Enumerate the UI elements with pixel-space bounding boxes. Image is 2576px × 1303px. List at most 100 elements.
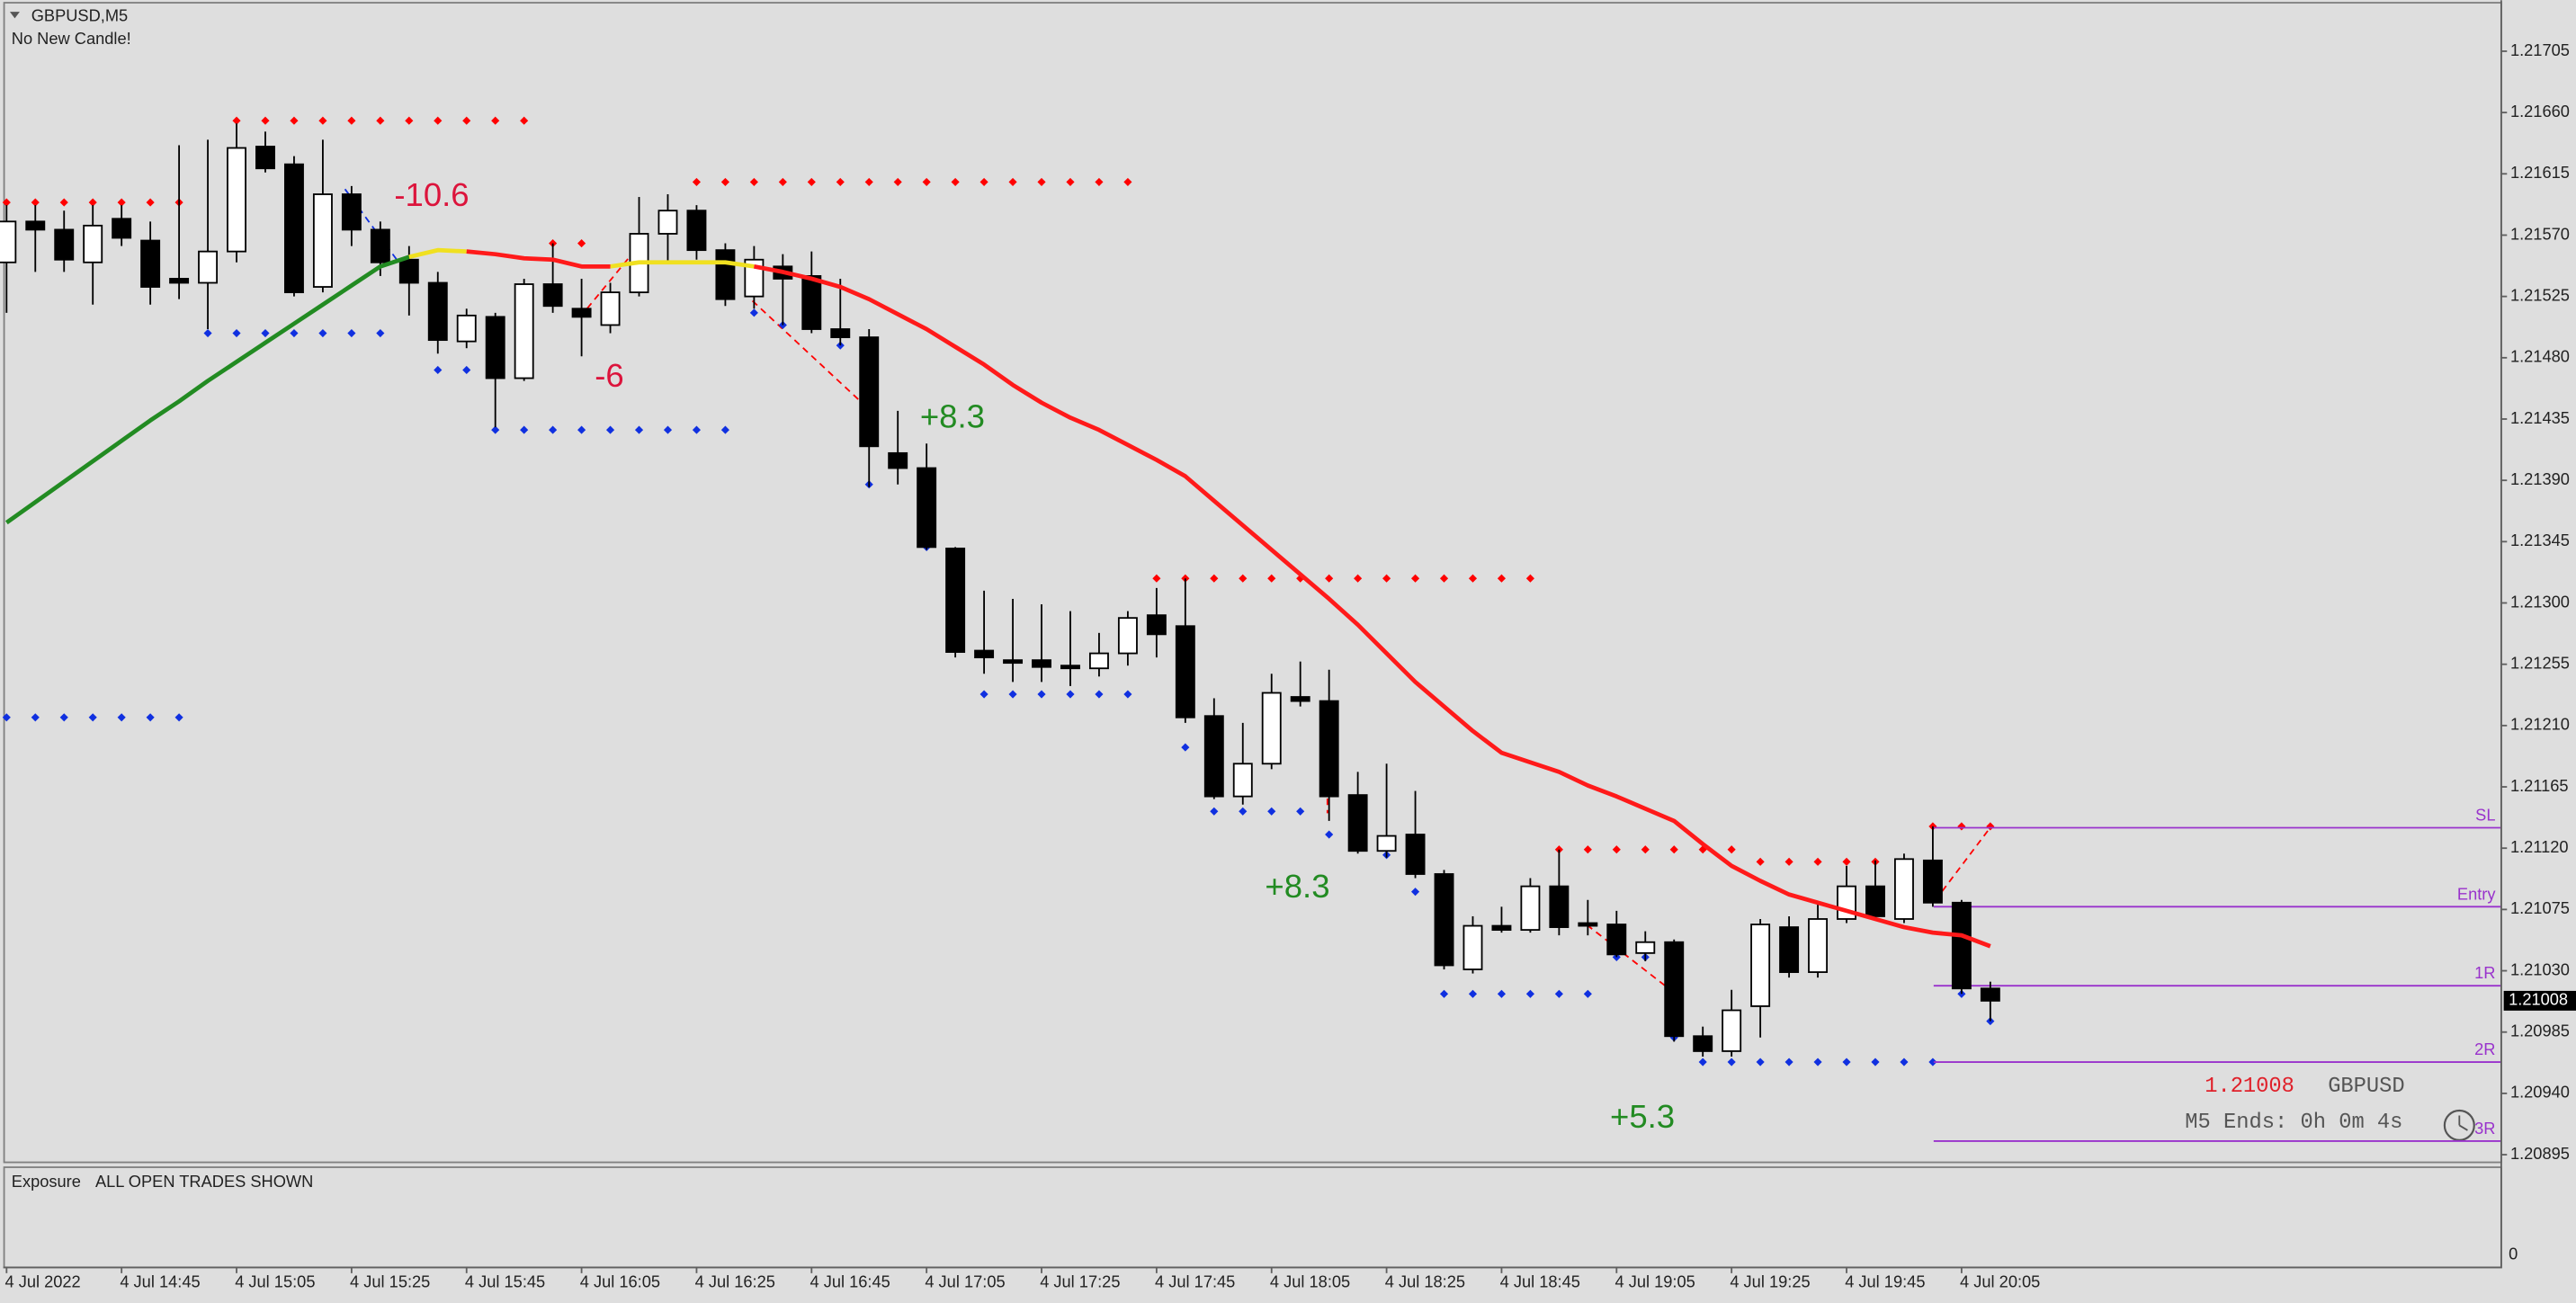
fractal-dot xyxy=(290,328,299,338)
fractal-dot xyxy=(1410,888,1420,897)
fractal-dot xyxy=(1583,845,1592,854)
candle-body xyxy=(859,336,880,448)
x-tick-label: 4 Jul 19:25 xyxy=(1730,1272,1810,1291)
clock-hand xyxy=(2458,1124,2468,1131)
candle-body xyxy=(1462,924,1483,970)
fractal-dot xyxy=(979,177,988,186)
fractal-dot xyxy=(778,177,787,186)
fractal-dot xyxy=(290,116,299,125)
fractal-dot xyxy=(1410,574,1420,583)
candle-body xyxy=(1865,885,1885,917)
x-tick-label: 4 Jul 16:05 xyxy=(580,1272,660,1291)
candle-body xyxy=(1491,924,1512,932)
current-price-label: 1.21008 xyxy=(2509,990,2568,1009)
fractal-dot xyxy=(1497,574,1507,583)
fractal-dot xyxy=(577,425,586,434)
fractal-dot xyxy=(59,713,68,722)
candle-body xyxy=(485,316,505,379)
fractal-dot xyxy=(1267,574,1276,583)
candle-body xyxy=(1290,696,1310,702)
candle-body xyxy=(917,467,937,549)
candle-body xyxy=(1606,924,1627,956)
y-tick-label: 1.20985 xyxy=(2510,1022,2570,1040)
candle-body xyxy=(1434,873,1454,967)
trade-level-label: Entry xyxy=(2457,884,2496,903)
fractal-dot xyxy=(1181,743,1190,752)
fractal-dot xyxy=(1468,574,1478,583)
fractal-dot xyxy=(549,425,558,434)
trade-result-label: +5.3 xyxy=(1610,1098,1675,1135)
fractal-dot xyxy=(663,425,673,434)
x-tick-label: 4 Jul 19:05 xyxy=(1614,1272,1695,1291)
candle-body xyxy=(169,278,190,284)
fractal-dot xyxy=(1210,574,1219,583)
fractal-dot xyxy=(174,713,183,722)
fractal-dot xyxy=(1497,989,1507,998)
candle-body xyxy=(83,224,103,263)
candle-body xyxy=(1088,652,1109,670)
fractal-dot xyxy=(462,365,471,375)
fractal-dot xyxy=(347,116,356,125)
fractal-dot xyxy=(893,177,902,186)
y-tick-label: 1.21255 xyxy=(2510,654,2570,673)
candle-body xyxy=(657,210,678,235)
candle-body xyxy=(1203,715,1224,798)
candle-body xyxy=(1319,700,1339,798)
x-tick-label: 4 Jul 2022 xyxy=(4,1272,80,1291)
fractal-dot xyxy=(88,713,97,722)
fractal-dot xyxy=(1296,807,1305,816)
candle-body xyxy=(1951,901,1972,990)
fractal-dot xyxy=(1813,1058,1822,1066)
fractal-dot xyxy=(1267,807,1276,816)
fractal-dot xyxy=(2,713,11,722)
trade-line xyxy=(751,299,872,412)
fractal-dot xyxy=(1439,574,1449,583)
trade-level-label: 1R xyxy=(2474,963,2495,982)
fractal-dot xyxy=(1698,1058,1707,1066)
fractal-dot xyxy=(1813,857,1822,866)
candle-body xyxy=(227,147,246,253)
candle-body xyxy=(140,239,161,288)
candle-body xyxy=(1376,834,1397,852)
x-tick-label: 4 Jul 18:25 xyxy=(1385,1272,1465,1291)
fractal-dot xyxy=(1239,807,1248,816)
candle-body xyxy=(1146,614,1167,636)
y-tick-label: 1.21705 xyxy=(2510,40,2570,59)
candle-body xyxy=(54,228,75,261)
x-tick-label: 4 Jul 14:45 xyxy=(120,1272,200,1291)
candle-body xyxy=(1779,926,1800,973)
collapse-arrow[interactable] xyxy=(9,12,20,19)
fractal-dot xyxy=(347,328,356,338)
candle-body xyxy=(427,281,448,342)
fractal-dot xyxy=(1727,845,1736,854)
candle-body xyxy=(571,308,592,318)
candle-body xyxy=(112,218,132,239)
current-price-box xyxy=(2503,990,2576,1011)
candle-body xyxy=(542,283,563,308)
y-tick-label: 1.21615 xyxy=(2510,163,2570,182)
y-tick-label: 1.21525 xyxy=(2510,285,2570,304)
moving-average xyxy=(408,247,755,269)
fractal-dot xyxy=(1756,857,1765,866)
candle-body xyxy=(801,275,822,330)
trade-result-label: -6 xyxy=(595,357,623,394)
trade-result-label: -10.6 xyxy=(394,176,469,213)
info-timer: M5 Ends: 0h 0m 4s xyxy=(2185,1111,2402,1135)
fractal-dot xyxy=(549,238,558,248)
fractal-dot xyxy=(1871,1058,1880,1066)
fractal-dot xyxy=(1354,574,1363,583)
candle-body xyxy=(255,146,275,170)
fractal-dot xyxy=(1239,574,1248,583)
candle-body xyxy=(1664,941,1685,1038)
candle-body xyxy=(1003,659,1024,665)
fractal-dot xyxy=(1669,845,1678,854)
candle-body xyxy=(1750,924,1771,1007)
trade-result-label: +8.3 xyxy=(920,398,985,435)
candle-body xyxy=(1922,859,1943,904)
x-tick-label: 4 Jul 18:45 xyxy=(1500,1272,1580,1291)
x-tick-label: 4 Jul 20:05 xyxy=(1960,1272,2040,1291)
y-tick-label: 1.21030 xyxy=(2510,959,2570,978)
fractal-dot xyxy=(1095,690,1104,699)
